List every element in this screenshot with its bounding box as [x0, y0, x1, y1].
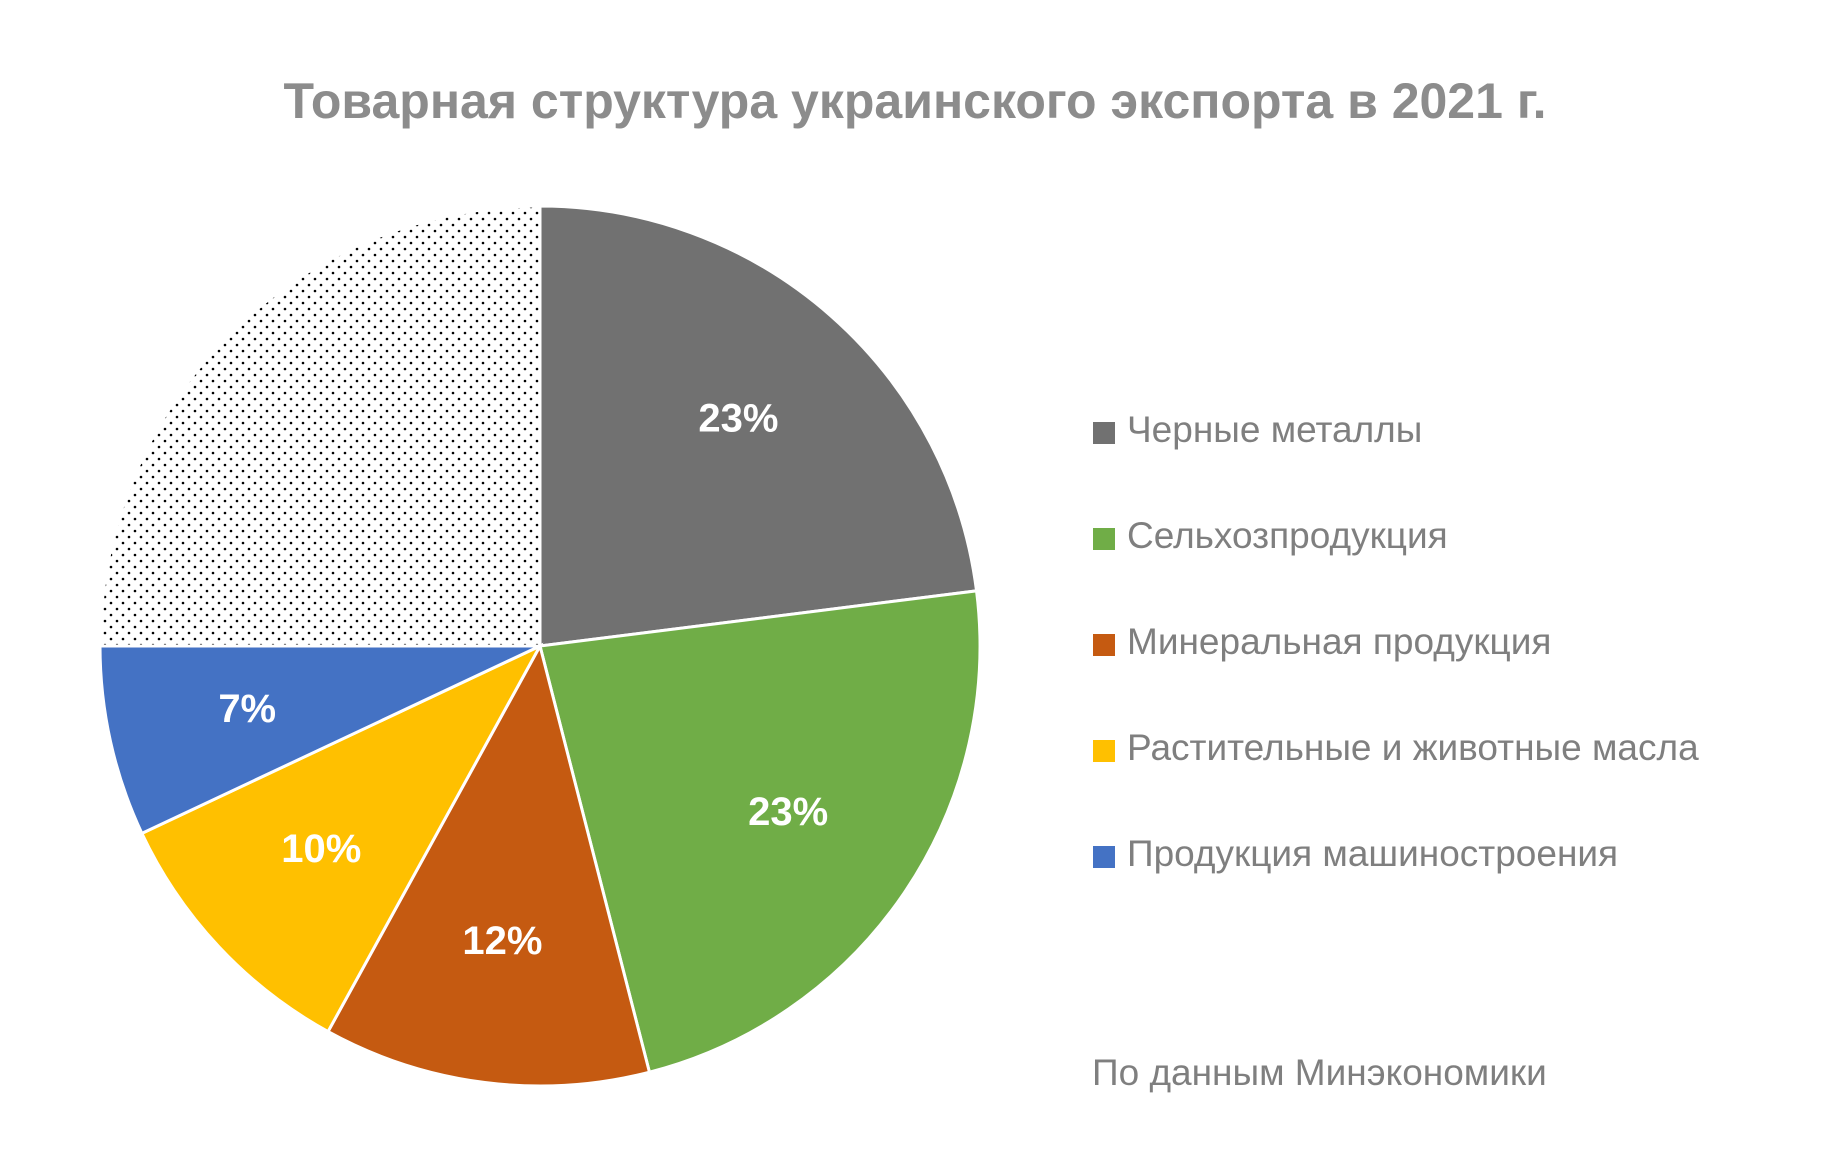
legend-item: Черные металлы: [1093, 400, 1699, 506]
legend-item: Продукция машиностроения: [1093, 824, 1699, 930]
legend-swatch: [1093, 740, 1115, 762]
source-note: По данным Минэкономики: [1092, 1052, 1547, 1093]
pie-slice-2: [325, 641, 652, 1088]
legend-item: Сельхозпродукция: [1093, 506, 1699, 612]
slice-label-1: 23%: [748, 790, 828, 834]
pie-slice-4: [98, 644, 541, 836]
slice-label-2: 12%: [462, 919, 542, 963]
slice-label-0: 23%: [698, 397, 778, 441]
legend-label: Черные металлы: [1127, 409, 1423, 450]
legend-swatch: [1093, 634, 1115, 656]
legend-swatch: [1093, 528, 1115, 550]
legend-swatch: [1093, 422, 1115, 444]
slice-label-3: 10%: [281, 827, 361, 871]
legend-label: Минеральная продукция: [1127, 621, 1552, 662]
pie-slice-5: [98, 204, 542, 648]
legend-label: Сельхозпродукция: [1127, 515, 1448, 556]
legend-label: Продукция машиностроения: [1127, 833, 1619, 874]
pie-slice-3: [139, 642, 544, 1034]
legend-item: Растительные и животные масла: [1093, 718, 1699, 824]
pie-slice-0: [538, 204, 979, 648]
slice-label-4: 7%: [218, 687, 276, 731]
legend-swatch: [1093, 846, 1115, 868]
pie-slice-1: [538, 589, 982, 1075]
chart-title: Товарная структура украинского экспорта …: [283, 73, 1547, 129]
legend: Черные металлы Сельхозпродукция Минераль…: [1093, 400, 1699, 930]
legend-label: Растительные и животные масла: [1127, 727, 1699, 768]
legend-item: Минеральная продукция: [1093, 612, 1699, 718]
